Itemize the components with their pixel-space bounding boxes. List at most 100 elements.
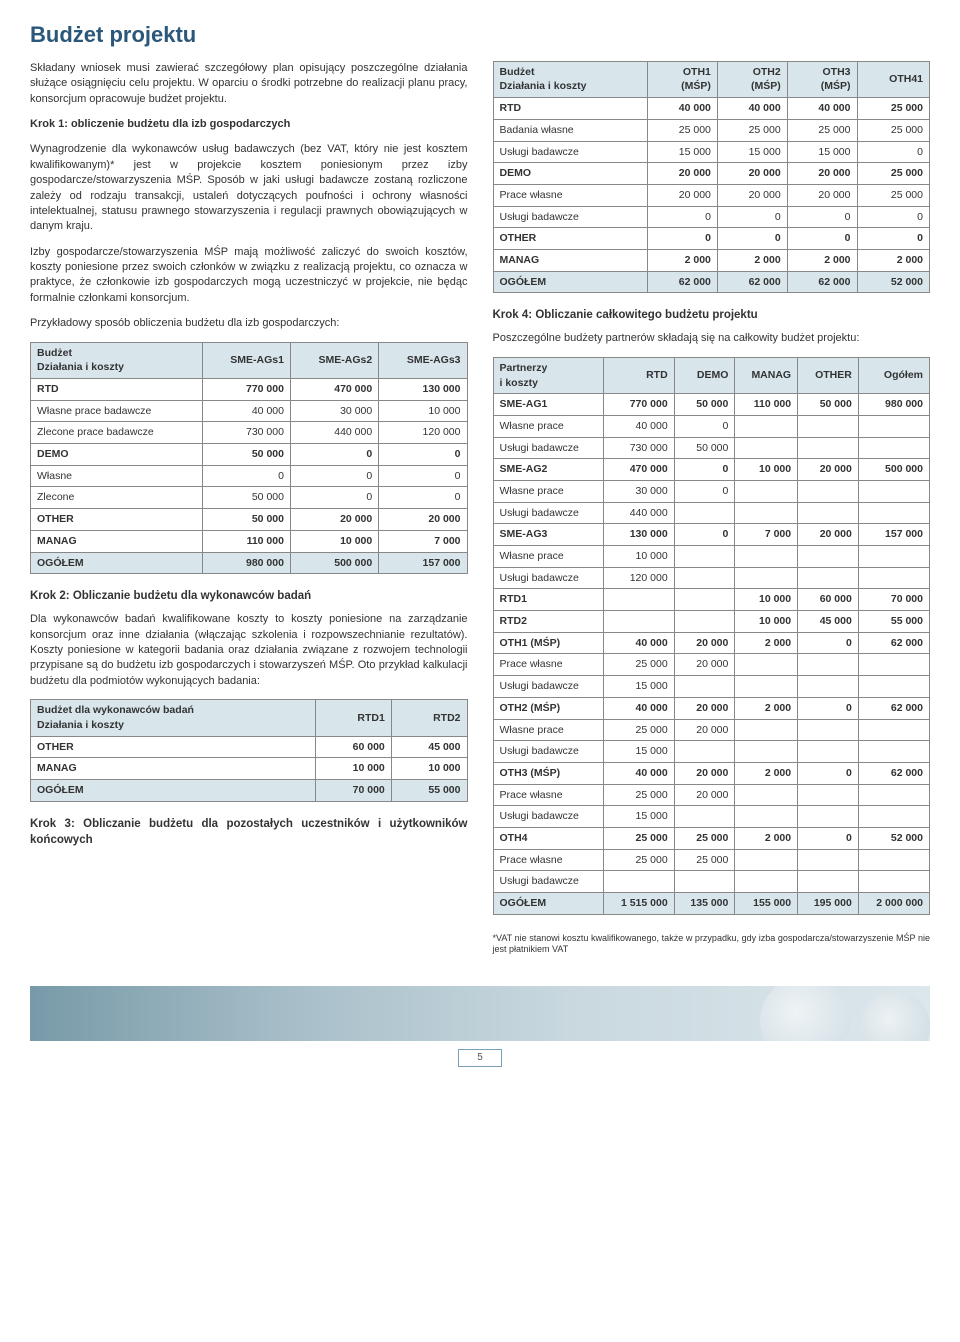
table-cell: OTHER xyxy=(31,509,203,531)
table-row: Własne prace badawcze40 00030 00010 000 xyxy=(31,400,468,422)
table-header-cell: MANAG xyxy=(735,357,798,393)
table-cell: 0 xyxy=(648,228,718,250)
table-cell: 45 000 xyxy=(391,736,467,758)
table-row: MANAG2 0002 0002 0002 000 xyxy=(493,249,930,271)
table-cell: 62 000 xyxy=(648,271,718,293)
table-header-cell: Budżet Działania i koszty xyxy=(493,61,648,97)
table-row: Badania własne25 00025 00025 00025 000 xyxy=(493,119,930,141)
table-cell: 0 xyxy=(798,762,859,784)
table-cell: 55 000 xyxy=(391,780,467,802)
table-cell: 20 000 xyxy=(379,509,467,531)
table-cell: SME-AG1 xyxy=(493,394,603,416)
table-cell: 0 xyxy=(379,487,467,509)
table-cell xyxy=(735,849,798,871)
table-cell xyxy=(798,415,859,437)
step4-title: Krok 4: Obliczanie całkowitego budżetu p… xyxy=(493,307,931,323)
table-cell: Zlecone prace badawcze xyxy=(31,422,203,444)
table-cell: Prace własne xyxy=(493,784,603,806)
table-cell xyxy=(674,741,735,763)
right-column: Budżet Działania i kosztyOTH1 (MŚP)OTH2 … xyxy=(493,61,931,966)
table-cell: OTH2 (MŚP) xyxy=(493,697,603,719)
table-cell xyxy=(798,546,859,568)
table-cell: 2 000 xyxy=(648,249,718,271)
table-cell: RTD1 xyxy=(493,589,603,611)
table-cell: 15 000 xyxy=(787,141,857,163)
table-cell xyxy=(798,437,859,459)
table-cell xyxy=(735,719,798,741)
table-cell: 0 xyxy=(674,459,735,481)
table-cell: 50 000 xyxy=(202,444,290,466)
table-cell: 0 xyxy=(717,228,787,250)
page-number: 5 xyxy=(458,1049,502,1067)
table-cell: 7 000 xyxy=(735,524,798,546)
table-cell: 500 000 xyxy=(858,459,929,481)
table-row: OGÓŁEM62 00062 00062 00052 000 xyxy=(493,271,930,293)
table-cell: 470 000 xyxy=(603,459,674,481)
table-cell: RTD xyxy=(31,379,203,401)
table-cell: 62 000 xyxy=(717,271,787,293)
table-cell: 10 000 xyxy=(290,530,378,552)
table-cell: 730 000 xyxy=(603,437,674,459)
table-cell xyxy=(798,676,859,698)
table-cell xyxy=(674,502,735,524)
table-cell xyxy=(858,871,929,893)
table-header-cell: OTH2 (MŚP) xyxy=(717,61,787,97)
table-row: Prace własne25 00020 000 xyxy=(493,654,930,676)
table-row: Własne prace30 0000 xyxy=(493,480,930,502)
table-cell: Badania własne xyxy=(493,119,648,141)
table-cell: Usługi badawcze xyxy=(493,676,603,698)
table-header-cell: SME-AGs1 xyxy=(202,342,290,378)
table-cell: 0 xyxy=(379,465,467,487)
table-row: RTD40 00040 00040 00025 000 xyxy=(493,98,930,120)
table-cell: 2 000 xyxy=(735,632,798,654)
table-cell: 10 000 xyxy=(735,459,798,481)
table-step4: Partnerzy i kosztyRTDDEMOMANAGOTHEROgółe… xyxy=(493,357,931,915)
table-cell: 20 000 xyxy=(290,509,378,531)
table-row: RTD770 000470 000130 000 xyxy=(31,379,468,401)
table-cell: 20 000 xyxy=(717,163,787,185)
table-cell: 0 xyxy=(798,632,859,654)
table-cell xyxy=(735,806,798,828)
table-row: Usługi badawcze0000 xyxy=(493,206,930,228)
table-row: SME-AG1770 00050 000110 00050 000980 000 xyxy=(493,394,930,416)
table-row: SME-AG2470 000010 00020 000500 000 xyxy=(493,459,930,481)
table-row: Własne000 xyxy=(31,465,468,487)
table-cell: 0 xyxy=(798,827,859,849)
table-cell: 15 000 xyxy=(603,806,674,828)
table-row: RTD210 00045 00055 000 xyxy=(493,611,930,633)
table-cell: 0 xyxy=(798,697,859,719)
table-row: DEMO50 00000 xyxy=(31,444,468,466)
table-cell: 440 000 xyxy=(603,502,674,524)
table-cell: 70 000 xyxy=(316,780,392,802)
table-row: OTH1 (MŚP)40 00020 0002 000062 000 xyxy=(493,632,930,654)
step1-para2: Izby gospodarcze/stowarzyszenia MŚP mają… xyxy=(30,245,468,307)
table-row: Usługi badawcze15 000 xyxy=(493,676,930,698)
table-cell xyxy=(735,654,798,676)
table-cell xyxy=(798,502,859,524)
table-cell: 0 xyxy=(290,465,378,487)
table-cell: 25 000 xyxy=(648,119,718,141)
table-row: OTHER0000 xyxy=(493,228,930,250)
table-cell: 15 000 xyxy=(603,741,674,763)
table-cell: OGÓŁEM xyxy=(493,271,648,293)
table-cell: 20 000 xyxy=(674,719,735,741)
table-row: OGÓŁEM70 00055 000 xyxy=(31,780,468,802)
table-cell: MANAG xyxy=(493,249,648,271)
footer-decorative-image xyxy=(30,986,930,1041)
step1-para1: Wynagrodzenie dla wykonawców usług badaw… xyxy=(30,142,468,234)
table-cell: Usługi badawcze xyxy=(493,741,603,763)
table-cell: 2 000 xyxy=(735,697,798,719)
table-row: Usługi badawcze440 000 xyxy=(493,502,930,524)
table-cell: 25 000 xyxy=(857,98,930,120)
table-cell xyxy=(858,567,929,589)
table-row: OTH2 (MŚP)40 00020 0002 000062 000 xyxy=(493,697,930,719)
table-cell: 0 xyxy=(787,228,857,250)
table-cell: Usługi badawcze xyxy=(493,567,603,589)
table-cell: DEMO xyxy=(31,444,203,466)
table-cell xyxy=(674,871,735,893)
table-row: Własne prace40 0000 xyxy=(493,415,930,437)
table-row: Usługi badawcze15 000 xyxy=(493,741,930,763)
table-cell xyxy=(735,676,798,698)
table-cell xyxy=(735,546,798,568)
step1-title: Krok 1: obliczenie budżetu dla izb gospo… xyxy=(30,117,468,132)
